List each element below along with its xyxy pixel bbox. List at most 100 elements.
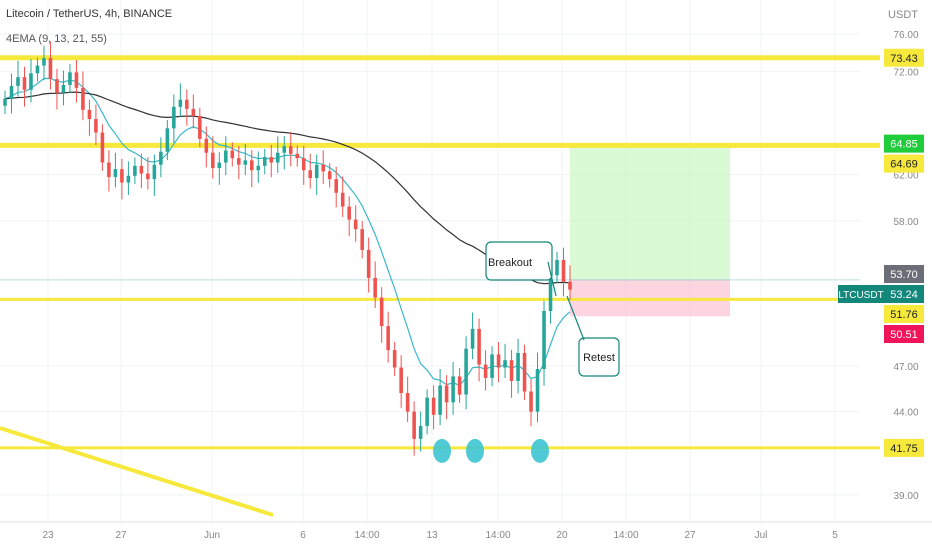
candle-body bbox=[237, 158, 241, 165]
candle bbox=[256, 151, 261, 183]
candle-body bbox=[340, 192, 345, 207]
candle bbox=[314, 154, 319, 195]
x-tick-label: 13 bbox=[426, 530, 438, 541]
candle-body bbox=[412, 411, 416, 439]
candle-body bbox=[516, 352, 520, 381]
y-axis[interactable]: 76.00 72.00 62.00 58.00 47.00 44.00 39.00 bbox=[893, 30, 918, 502]
candle-body bbox=[87, 109, 92, 120]
candle-body bbox=[204, 138, 209, 153]
candle bbox=[535, 352, 540, 423]
price-labels: 73.43 64.85 64.69 53.70 53.24 LTCUSDT 51.76 50.… bbox=[838, 48, 924, 457]
candle-body bbox=[451, 376, 455, 403]
callout-box bbox=[578, 337, 620, 377]
candle bbox=[68, 64, 72, 94]
candle bbox=[353, 205, 358, 242]
x-tick-label: 27 bbox=[115, 530, 127, 541]
candle-body bbox=[360, 229, 364, 250]
candle bbox=[418, 411, 423, 452]
y-tick-label: 76.00 bbox=[893, 30, 918, 41]
candle bbox=[457, 368, 462, 403]
candle-body bbox=[366, 249, 371, 278]
candle-body bbox=[535, 369, 540, 412]
candle bbox=[262, 148, 267, 175]
candle bbox=[444, 375, 449, 420]
candle-body bbox=[120, 169, 124, 183]
x-tick-label: 5 bbox=[832, 530, 838, 541]
y-tick-label: 47.00 bbox=[893, 362, 918, 373]
annotations: Breakout Retest bbox=[485, 241, 620, 377]
candle-body bbox=[262, 157, 267, 166]
candle bbox=[496, 342, 501, 383]
candle-body bbox=[399, 367, 403, 394]
x-tick-label: 20 bbox=[556, 530, 568, 541]
price-label: 53.70 bbox=[884, 264, 924, 283]
candle bbox=[139, 153, 144, 189]
candle-body bbox=[347, 206, 351, 220]
candle bbox=[81, 71, 85, 121]
price-label: 51.76 bbox=[884, 304, 924, 323]
candle bbox=[483, 350, 488, 391]
candle-body bbox=[288, 146, 293, 154]
candle bbox=[490, 346, 494, 387]
candle bbox=[327, 163, 332, 188]
candle-body bbox=[100, 132, 105, 163]
x-tick-label: 14:00 bbox=[354, 530, 379, 541]
candle-body bbox=[217, 162, 222, 169]
candle bbox=[301, 145, 306, 185]
candle-body bbox=[165, 128, 170, 152]
candle-body bbox=[282, 146, 287, 153]
price-label: 53.24 LTCUSDT bbox=[838, 284, 924, 303]
y-tick-label: 39.00 bbox=[893, 491, 918, 502]
candle bbox=[185, 89, 189, 126]
candle-body bbox=[418, 425, 423, 439]
candle bbox=[555, 251, 559, 284]
candle-body bbox=[269, 157, 274, 163]
candle-body bbox=[295, 153, 300, 159]
candle bbox=[159, 137, 163, 178]
candle bbox=[61, 70, 66, 106]
price-label-box bbox=[884, 324, 924, 343]
candle bbox=[308, 153, 313, 189]
candle-body bbox=[159, 151, 163, 165]
candle bbox=[386, 311, 390, 363]
price-label-box bbox=[884, 264, 924, 283]
candle-body bbox=[334, 179, 338, 193]
candle bbox=[35, 57, 40, 82]
ema-9-line bbox=[4, 77, 571, 386]
candle bbox=[107, 150, 111, 192]
candle-body bbox=[483, 364, 488, 378]
x-axis[interactable]: 23 27 Jun 6 14:00 13 14:00 20 14:00 27 Jul 5 bbox=[0, 521, 932, 541]
candle-body bbox=[256, 165, 261, 171]
candle bbox=[224, 136, 228, 176]
candle-body bbox=[353, 219, 358, 230]
price-label-text: 51.76 bbox=[890, 309, 918, 321]
candle bbox=[451, 362, 455, 415]
candle bbox=[366, 237, 371, 293]
candle bbox=[295, 145, 300, 167]
ema-lines bbox=[4, 77, 571, 386]
price-label: 73.43 bbox=[884, 48, 924, 67]
candle-body bbox=[496, 354, 501, 368]
candle-body bbox=[379, 297, 384, 327]
candle bbox=[347, 196, 351, 237]
candle-body bbox=[548, 275, 553, 311]
price-label-box bbox=[884, 284, 924, 303]
candle-body bbox=[172, 106, 176, 129]
candle-body bbox=[42, 58, 46, 66]
candle-body bbox=[139, 165, 144, 174]
candle-body bbox=[386, 326, 390, 351]
candle-body bbox=[444, 385, 449, 403]
candle bbox=[94, 104, 98, 146]
candle bbox=[282, 136, 287, 170]
candle-body bbox=[29, 73, 33, 90]
candle-body bbox=[35, 65, 40, 74]
annotation-text: Retest bbox=[583, 352, 615, 364]
callout-pointer bbox=[547, 261, 557, 297]
currency-label: USDT bbox=[888, 9, 918, 21]
x-tick-label: Jun bbox=[204, 530, 220, 541]
candle bbox=[477, 318, 481, 382]
y-tick-label: 72.00 bbox=[893, 67, 918, 78]
candle-body bbox=[464, 348, 468, 395]
price-label-text: 53.24 bbox=[890, 289, 918, 301]
